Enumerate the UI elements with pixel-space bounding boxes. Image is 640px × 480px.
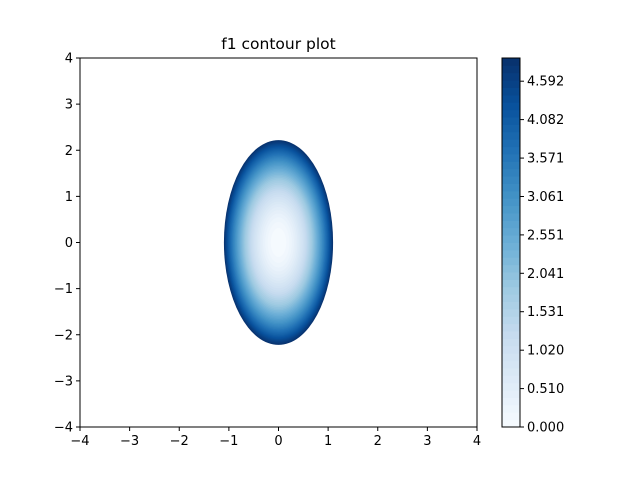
- y-tick-label: 1: [65, 190, 73, 205]
- y-tick-label: 2: [65, 144, 73, 159]
- colorbar: 0.000 0.510 1.020 1.531 2.041 2.551 3.061 3.571…: [501, 57, 564, 436]
- colorbar-segment: [502, 353, 520, 362]
- colorbar-segment: [502, 375, 520, 384]
- colorbar-segment: [502, 412, 520, 421]
- x-tick-label: −4: [70, 434, 89, 449]
- colorbar-tick-label: 0.510: [527, 382, 564, 397]
- colorbar-tick-label: 2.551: [527, 228, 564, 243]
- colorbar-tick-label: 1.020: [527, 344, 564, 359]
- chart-title: f1 contour plot: [221, 35, 335, 53]
- colorbar-segment: [502, 235, 520, 243]
- colorbar-segment: [502, 242, 520, 251]
- colorbar-tick-label: 3.061: [527, 190, 564, 205]
- colorbar-segment: [502, 227, 520, 236]
- contour-bands: [223, 140, 334, 345]
- colorbar-segment: [502, 146, 520, 155]
- colorbar-segment: [502, 360, 520, 369]
- colorbar-segment: [502, 176, 520, 184]
- y-tick-label: −1: [54, 282, 73, 297]
- colorbar-segment: [502, 65, 520, 74]
- y-tick-label: −3: [54, 374, 73, 389]
- x-tick-label: −1: [219, 434, 238, 449]
- y-tick-label: 4: [65, 52, 73, 67]
- colorbar-segment: [502, 301, 520, 310]
- x-tick-label: 1: [324, 434, 332, 449]
- x-tick-label: 2: [374, 434, 382, 449]
- colorbar-segment: [502, 397, 520, 406]
- colorbar-segment: [502, 131, 520, 140]
- colorbar-segment: [502, 183, 520, 192]
- colorbar-segment: [502, 161, 520, 170]
- colorbar-segment: [502, 190, 520, 199]
- x-tick-label: 3: [423, 434, 431, 449]
- colorbar-segment: [502, 390, 520, 398]
- colorbar-segment: [502, 249, 520, 258]
- colorbar-tick-label: 3.571: [527, 152, 564, 167]
- colorbar-tick-label: 0.000: [527, 421, 564, 436]
- colorbar-segment: [502, 205, 520, 214]
- colorbar-segment: [502, 124, 520, 133]
- colorbar-segment: [502, 109, 520, 118]
- colorbar-segment: [502, 308, 520, 317]
- colorbar-segment: [502, 139, 520, 148]
- y-axis: −4 −3 −2 −1 0 1 2 3 4: [54, 52, 80, 436]
- colorbar-segment: [502, 72, 520, 81]
- colorbar-tick-label: 1.531: [527, 305, 564, 320]
- colorbar-segment: [502, 117, 520, 125]
- colorbar-segment: [502, 198, 520, 207]
- x-tick-label: −3: [120, 434, 139, 449]
- y-tick-label: 0: [65, 236, 73, 251]
- colorbar-tick-label: 4.082: [527, 113, 564, 128]
- x-tick-label: −2: [170, 434, 189, 449]
- x-tick-label: 4: [473, 434, 481, 449]
- colorbar-segment: [502, 212, 520, 221]
- colorbar-segment: [502, 345, 520, 354]
- y-tick-label: −4: [54, 421, 73, 436]
- colorbar-segment: [502, 294, 520, 303]
- colorbar-frame: [501, 57, 521, 428]
- colorbar-segment: [502, 323, 520, 332]
- colorbar-segment: [502, 264, 520, 273]
- colorbar-segment: [502, 367, 520, 376]
- colorbar-segment: [502, 80, 520, 89]
- colorbar-segment: [502, 58, 520, 66]
- x-tick-label: 0: [274, 434, 282, 449]
- colorbar-segment: [502, 286, 520, 295]
- colorbar-segment: [502, 272, 520, 280]
- colorbar-segment: [502, 102, 520, 111]
- colorbar-segment: [502, 87, 520, 96]
- colorbar-segment: [502, 331, 520, 339]
- colorbar-segment: [502, 168, 520, 177]
- colorbar-segment: [502, 338, 520, 347]
- colorbar-tick-label: 2.041: [527, 267, 564, 282]
- colorbar-segment: [502, 382, 520, 391]
- colorbar-segment: [502, 279, 520, 288]
- colorbar-segment: [502, 153, 520, 162]
- colorbar-segment: [502, 220, 520, 229]
- colorbar-segment: [502, 94, 520, 103]
- colorbar-segment: [502, 257, 520, 266]
- y-tick-label: −2: [54, 328, 73, 343]
- contour-band: [270, 228, 287, 257]
- y-tick-label: 3: [65, 98, 73, 113]
- colorbar-segment: [502, 419, 520, 428]
- colorbar-segment: [502, 404, 520, 413]
- colorbar-segment: [502, 316, 520, 325]
- x-axis: −4 −3 −2 −1 0 1 2 3 4: [70, 427, 481, 449]
- colorbar-tick-label: 4.592: [527, 75, 564, 90]
